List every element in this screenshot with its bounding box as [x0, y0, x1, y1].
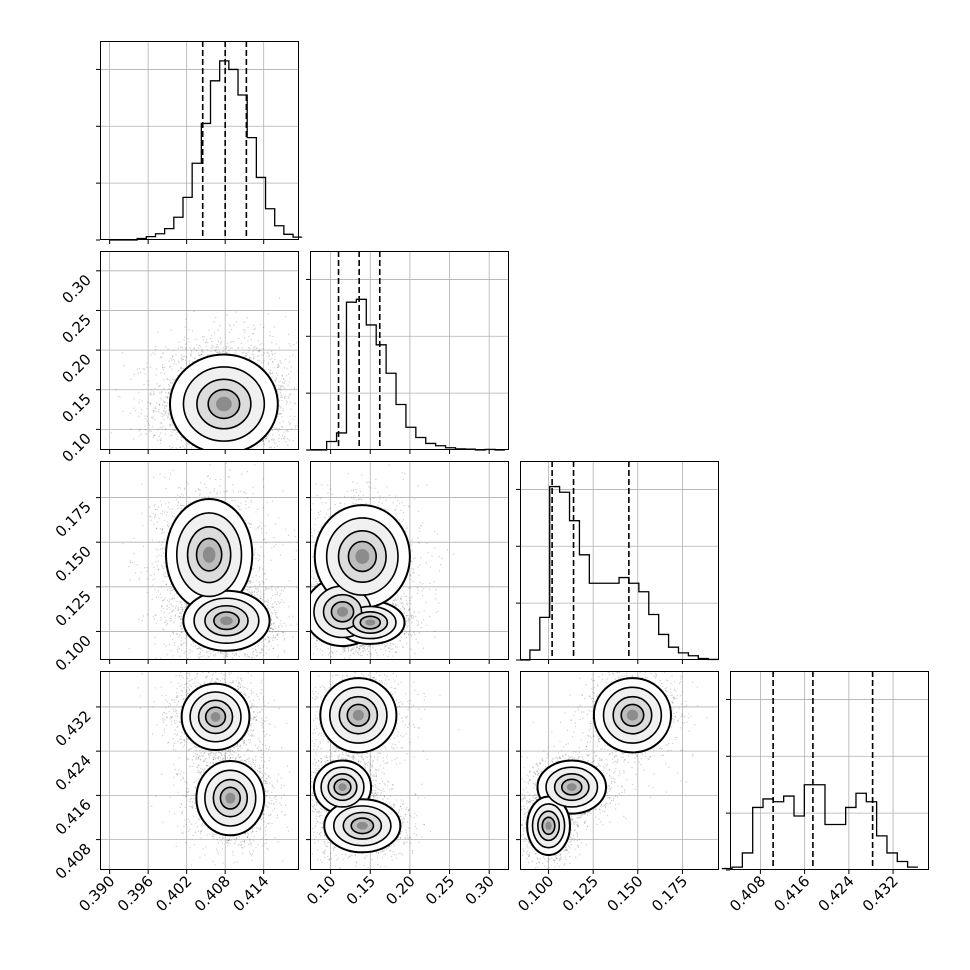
scatter-points	[310, 671, 460, 870]
panel-background	[100, 41, 299, 240]
density-contour	[566, 783, 577, 791]
density-contour	[365, 619, 376, 626]
panel-border	[520, 671, 719, 870]
y-tick-label: 0.100	[52, 632, 95, 675]
x-tick-label: 0.10	[303, 872, 339, 908]
histogram-step	[721, 784, 918, 870]
x-tick-label: 0.416	[770, 872, 813, 915]
density-contour	[220, 616, 233, 626]
x-tick-label: 0.25	[422, 872, 458, 908]
x-tick-label: 0.432	[859, 872, 902, 915]
y-tick-label: 0.175	[52, 498, 95, 541]
density-contour	[225, 792, 236, 804]
scatter-points	[310, 464, 455, 660]
scatter-points	[110, 297, 299, 450]
histogram-panel-0	[96, 41, 303, 244]
density-contour	[336, 606, 349, 617]
histogram-panel-3: 0.408 0.416 0.424 0.432	[721, 671, 929, 915]
panel-border	[520, 461, 719, 660]
y-tick-label: 0.10	[58, 429, 94, 465]
scatter-points	[137, 671, 291, 870]
y-tick-label: 0.424	[52, 751, 95, 794]
density-contour	[202, 546, 216, 563]
panel-border	[100, 41, 299, 240]
x-tick-label: 0.402	[152, 872, 195, 915]
x-tick-label: 0.414	[229, 872, 272, 915]
x-tick-label: 0.150	[604, 872, 647, 915]
x-tick-label: 0.408	[191, 872, 234, 915]
y-tick-label: 0.408	[52, 840, 95, 883]
histogram-step	[109, 60, 303, 241]
panel-border	[310, 251, 509, 450]
y-tick-label: 0.30	[58, 271, 94, 307]
panel-background	[520, 461, 719, 660]
density-contour	[355, 548, 370, 564]
histogram-panel-1	[306, 251, 509, 454]
y-tick-label: 0.432	[52, 707, 95, 750]
density-panel-1-3: 0.10 0.15 0.20 0.25 0.30	[303, 671, 509, 908]
y-tick-label: 0.15	[58, 390, 94, 426]
x-tick-label: 0.30	[462, 872, 498, 908]
x-tick-label: 0.20	[382, 872, 418, 908]
x-tick-label: 0.15	[343, 872, 379, 908]
panel-border	[100, 461, 299, 660]
x-tick-label: 0.125	[559, 872, 602, 915]
density-contour	[356, 821, 368, 830]
panel-border	[100, 671, 299, 870]
density-panel-0-3: 0.3900.3960.4020.4080.4140.4080.4160.424…	[52, 671, 299, 915]
density-panel-1-2	[306, 461, 509, 664]
density-contour	[216, 396, 232, 412]
panel-border	[310, 461, 509, 660]
x-tick-label: 0.408	[726, 872, 769, 915]
density-contour	[545, 821, 552, 831]
scatter-points	[520, 671, 708, 870]
y-tick-label: 0.125	[52, 587, 95, 630]
panel-border	[310, 671, 509, 870]
scatter-points	[122, 461, 299, 660]
panel-background	[730, 671, 929, 870]
density-contour	[210, 712, 221, 722]
density-panel-0-1: 0.100.15 0.200.25 0.30	[58, 251, 299, 466]
density-contour	[338, 783, 347, 791]
x-tick-label: 0.424	[815, 872, 858, 915]
density-contour	[626, 709, 639, 721]
y-tick-label: 0.416	[52, 795, 95, 838]
histogram-panel-2	[516, 461, 719, 664]
density-contour	[352, 709, 364, 721]
x-tick-label: 0.100	[514, 872, 557, 915]
density-panel-2-3: 0.100 0.125 0.150 0.175	[514, 671, 719, 915]
x-tick-label: 0.390	[75, 872, 118, 915]
y-tick-label: 0.150	[52, 542, 95, 585]
x-tick-label: 0.396	[114, 872, 157, 915]
histogram-step	[520, 485, 719, 661]
y-tick-label: 0.20	[58, 350, 94, 386]
y-tick-label: 0.25	[58, 311, 94, 347]
panel-border	[100, 251, 299, 450]
panel-border	[730, 671, 929, 870]
x-tick-label: 0.175	[648, 872, 691, 915]
